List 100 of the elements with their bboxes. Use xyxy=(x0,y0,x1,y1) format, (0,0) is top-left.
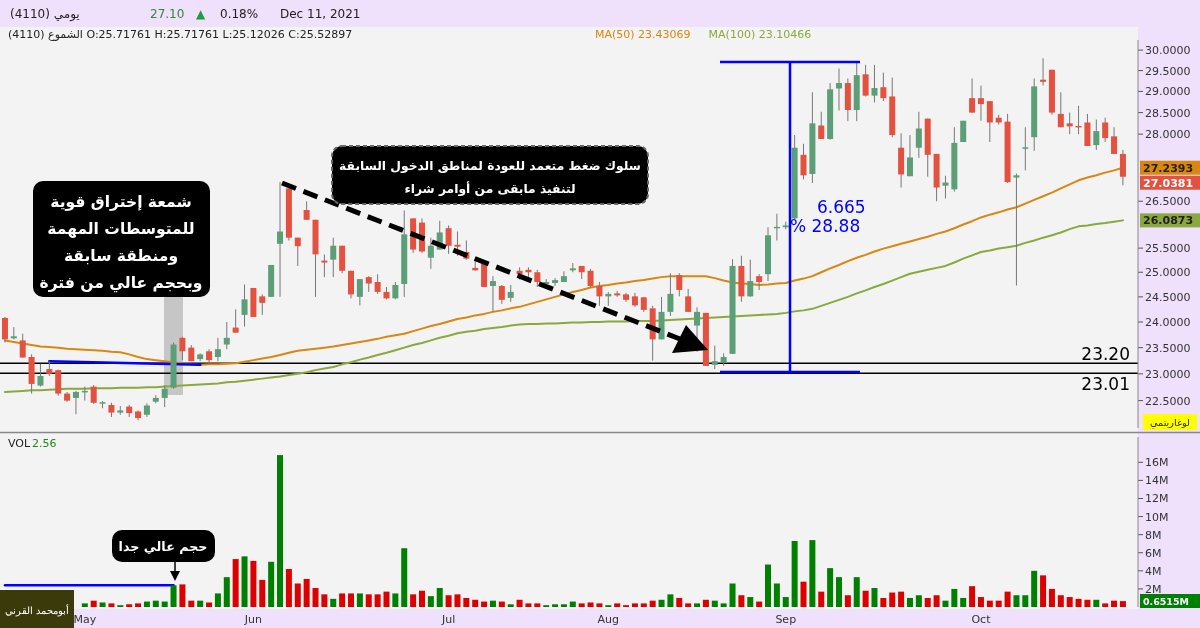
candlestick xyxy=(1102,117,1109,143)
bar xyxy=(1004,591,1011,607)
candlestick xyxy=(330,237,337,278)
bar xyxy=(800,581,807,607)
x-tick-label: Jul xyxy=(440,613,456,626)
text: 0.18% xyxy=(220,7,259,21)
bar xyxy=(1119,601,1126,607)
candlestick xyxy=(303,200,310,221)
bar xyxy=(214,593,221,607)
text: ▲ xyxy=(196,7,206,21)
bar xyxy=(294,583,301,607)
candlestick xyxy=(942,175,949,199)
candlestick xyxy=(1022,126,1029,171)
text: لوغاريتمي xyxy=(1150,417,1191,429)
bar xyxy=(472,599,479,607)
candlestick xyxy=(55,369,62,397)
candlestick xyxy=(747,259,754,298)
candlestick xyxy=(587,268,594,289)
candlestick xyxy=(294,237,301,267)
y-tick-label: 10M xyxy=(1145,510,1169,524)
candlestick xyxy=(1057,91,1064,128)
y-tick-label: 16M xyxy=(1145,456,1169,470)
bar xyxy=(445,595,452,607)
candlestick xyxy=(179,336,186,361)
candlestick xyxy=(277,181,284,298)
y-tick-label: 29.0000 xyxy=(1145,85,1191,99)
bar xyxy=(995,600,1002,607)
candlestick xyxy=(1040,57,1047,87)
bar xyxy=(152,600,159,607)
bar xyxy=(685,603,692,607)
annotation: حجم عالي جدا xyxy=(118,539,208,554)
text: (4110) يومي xyxy=(10,7,80,22)
bar xyxy=(818,591,825,607)
bar xyxy=(782,597,789,607)
bar xyxy=(90,600,97,607)
text: Dec 11, 2021 xyxy=(280,7,361,21)
y-tick-label: 12M xyxy=(1145,492,1169,506)
y-tick-label: 8M xyxy=(1145,528,1162,542)
candlestick xyxy=(1,316,8,343)
bar xyxy=(1057,595,1064,607)
bar xyxy=(81,603,88,607)
candlestick xyxy=(374,273,381,295)
bar xyxy=(259,579,266,607)
x-tick-label: Aug xyxy=(597,613,620,626)
candlestick xyxy=(37,363,44,388)
candlestick xyxy=(498,284,505,305)
bar xyxy=(507,604,514,607)
candlestick xyxy=(214,337,221,362)
bar xyxy=(631,603,638,607)
y-tick-label: 22.5000 xyxy=(1145,394,1191,408)
bar xyxy=(525,603,532,607)
candlestick xyxy=(427,237,434,270)
x-tick-label: Oct xyxy=(971,613,992,626)
bar xyxy=(268,561,275,607)
candlestick xyxy=(685,288,692,313)
candlestick xyxy=(1084,113,1091,147)
bar xyxy=(1022,595,1029,607)
data-label: 26.0873 xyxy=(1143,214,1194,228)
bar xyxy=(410,594,417,607)
y-tick-label: 28.5000 xyxy=(1145,106,1191,120)
y-tick-label: 30.0000 xyxy=(1145,44,1191,58)
bar xyxy=(1013,595,1020,607)
bar xyxy=(1048,588,1055,607)
candlestick xyxy=(232,308,239,334)
bar xyxy=(569,601,576,607)
bar xyxy=(303,578,310,607)
candlestick xyxy=(489,275,496,313)
bar xyxy=(924,597,931,607)
bar xyxy=(729,583,736,607)
bar xyxy=(126,604,133,607)
candlestick xyxy=(667,272,674,317)
candlestick xyxy=(871,64,878,103)
ref-line-label: 23.01 xyxy=(1081,374,1130,395)
bar xyxy=(277,455,284,607)
bar xyxy=(747,597,754,607)
bar xyxy=(720,603,727,607)
candlestick xyxy=(90,384,97,405)
annotation: 2.56 xyxy=(32,437,57,450)
candlestick xyxy=(321,253,328,278)
candlestick xyxy=(356,278,363,306)
bar xyxy=(1111,600,1118,607)
bar xyxy=(489,600,496,607)
bar xyxy=(454,594,461,607)
bar xyxy=(99,602,106,607)
y-tick-label: 14M xyxy=(1145,474,1169,488)
y-tick-label: 24.0000 xyxy=(1145,315,1191,329)
annotation: 6.665 xyxy=(817,197,866,217)
bar xyxy=(906,597,913,607)
bar xyxy=(232,559,239,607)
bar xyxy=(1084,599,1091,607)
bar xyxy=(356,593,363,607)
bar xyxy=(738,595,745,607)
y-tick-label: 26.5000 xyxy=(1145,195,1191,209)
bar xyxy=(986,600,993,607)
bar xyxy=(321,594,328,607)
candlestick xyxy=(835,68,842,111)
annotation: % 28.88 xyxy=(790,216,861,236)
bar xyxy=(427,596,434,607)
candlestick xyxy=(711,345,718,370)
text: 0.6515M xyxy=(1143,596,1189,607)
